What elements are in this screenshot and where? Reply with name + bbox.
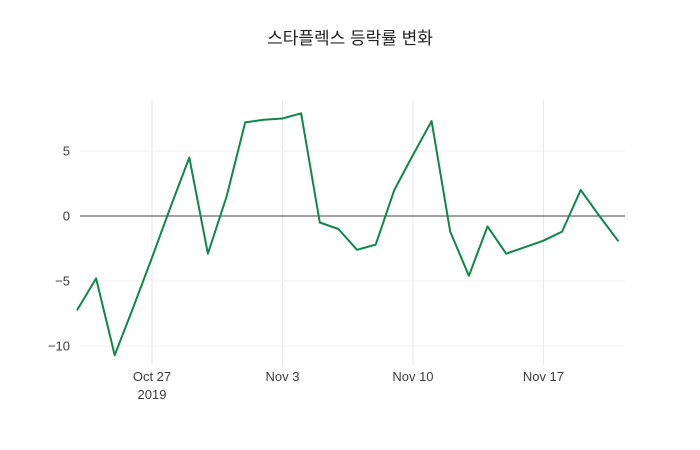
x-tick-label: Nov 17 <box>523 369 564 384</box>
x-axis-labels: Oct 27 2019 Nov 3 Nov 10 Nov 17 <box>133 369 564 402</box>
x-tick-label: Nov 10 <box>392 369 433 384</box>
x-tick-label: Oct 27 <box>133 369 171 384</box>
y-tick-label: 5 <box>63 144 70 159</box>
vertical-gridlines <box>151 100 544 365</box>
y-tick-label: 0 <box>63 209 70 224</box>
y-axis-labels: 5 0 −5 −10 <box>48 144 70 354</box>
price-change-line <box>76 112 619 357</box>
y-tick-label: −10 <box>48 339 70 354</box>
horizontal-gridlines <box>80 150 625 347</box>
x-tick-label: Nov 3 <box>265 369 299 384</box>
y-tick-label: −5 <box>55 274 70 289</box>
chart-title: 스타플렉스 등락률 변화 <box>267 29 433 48</box>
x-tick-year-label: 2019 <box>138 387 167 402</box>
